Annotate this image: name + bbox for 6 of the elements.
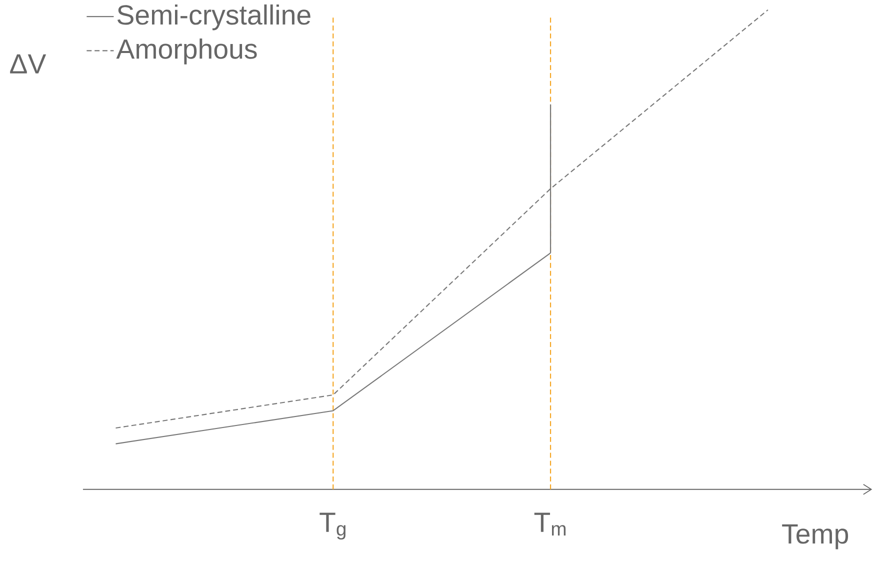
x-tick-label: T$_{m}$: [534, 512, 566, 536]
x-axis-title: Temp: [782, 524, 848, 550]
legend-label: Amorphous: [116, 38, 257, 64]
x-tick-label: T$_{g}$: [320, 512, 346, 540]
legend-label: Semi-crystalline: [117, 4, 310, 30]
y-axis-title: ΔV: [10, 54, 46, 74]
